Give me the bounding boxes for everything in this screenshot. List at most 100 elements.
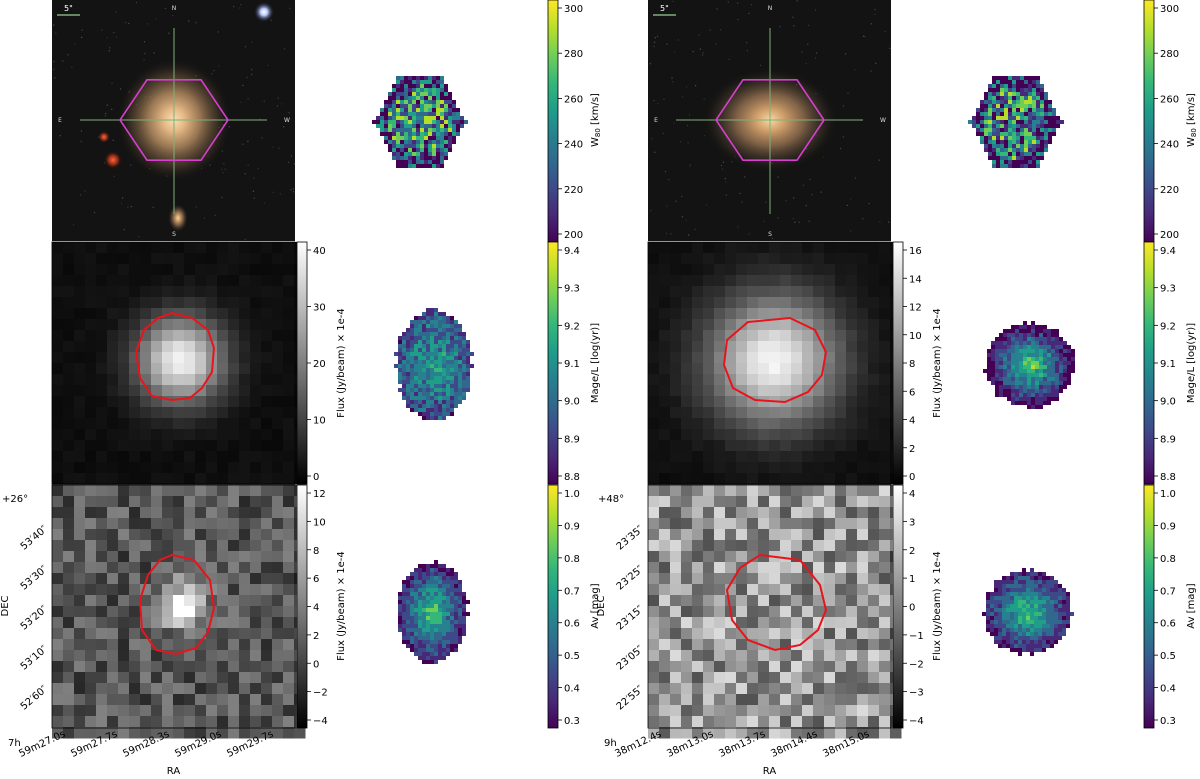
flux-contour-2 bbox=[725, 553, 828, 652]
age-colorbar-tick-label: 8.8 bbox=[564, 472, 580, 483]
av-colorbar-tick-label: 0.3 bbox=[564, 716, 580, 727]
age-colorbar-tick-label: 9.1 bbox=[1160, 359, 1176, 370]
w80-colorbar-tick-label: 280 bbox=[564, 49, 583, 60]
age-colorbar-tick-label: 8.8 bbox=[1160, 472, 1176, 483]
compass-east: E bbox=[654, 117, 658, 124]
av-colorbar-tick-label: 0.6 bbox=[564, 619, 580, 630]
age-colorbar-label: Mage/L [log(yr)] bbox=[590, 323, 601, 403]
av-colorbar-tick-label: 0.3 bbox=[1160, 716, 1176, 727]
flux2-colorbar-tick-label: 1 bbox=[909, 574, 915, 585]
dec-tick-label: 52′60″ bbox=[19, 684, 50, 713]
flux1-colorbar-tick-label: 2 bbox=[909, 444, 915, 455]
flux2-colorbar-tick-label: −2 bbox=[313, 688, 328, 699]
w80-colorbar-tick-label: 260 bbox=[564, 94, 583, 105]
av-colorbar-tick-label: 0.9 bbox=[564, 521, 580, 532]
flux1-colorbar-tick-label: 10 bbox=[313, 416, 326, 427]
radio-flux-map-1 bbox=[51, 241, 306, 485]
ra-axis-label: RA bbox=[167, 766, 181, 777]
w80-colorbar: 300 280 260 240 220 200 bbox=[547, 0, 583, 243]
flux2-colorbar-tick-label: −4 bbox=[909, 716, 924, 727]
av-colorbar-tick-label: 0.7 bbox=[1160, 586, 1176, 597]
av-colorbar-label: Av [mag] bbox=[590, 583, 601, 628]
av-colorbar-bar bbox=[1143, 484, 1155, 729]
av-colorbar-tick-label: 0.8 bbox=[564, 554, 580, 565]
flux2-colorbar-tick-label: −1 bbox=[909, 631, 924, 642]
flux2-colorbar-tick-label: 3 bbox=[909, 517, 915, 528]
age-colorbar-tick-label: 8.9 bbox=[564, 434, 580, 445]
flux-map-2-frame bbox=[647, 484, 892, 729]
flux1-colorbar-tick-label: 40 bbox=[313, 246, 326, 257]
flux-map-1-frame bbox=[647, 241, 892, 485]
radio-flux-map-2 bbox=[51, 484, 306, 739]
flux1-colorbar: 40 30 20 10 0 bbox=[296, 241, 326, 485]
w80-colorbar-bar bbox=[547, 0, 559, 243]
age-colorbar-tick-label: 9.0 bbox=[1160, 397, 1176, 408]
flux2-colorbar-tick-label: 2 bbox=[313, 631, 319, 642]
flux1-colorbar-tick-label: 4 bbox=[909, 416, 915, 427]
flux-contour-2 bbox=[138, 553, 216, 656]
w80-colorbar-bar bbox=[1143, 0, 1155, 243]
flux2-colorbar-tick-label: 8 bbox=[313, 546, 319, 557]
ifu-footprint-hexagon bbox=[119, 79, 229, 161]
flux-map-2-pixels bbox=[52, 485, 306, 739]
av-colorbar-tick-label: 0.4 bbox=[564, 684, 580, 695]
w80-colorbar: 300 280 260 240 220 200 bbox=[1143, 0, 1179, 243]
flux1-colorbar-tick-label: 20 bbox=[313, 359, 326, 370]
w80-colorbar-tick-label: 300 bbox=[564, 4, 583, 15]
flux2-colorbar-label: Flux (Jy/beam) × 1e-4 bbox=[336, 551, 347, 661]
compass-south: S bbox=[172, 231, 176, 238]
flux1-colorbar-bar bbox=[892, 241, 904, 485]
flux-contour-1 bbox=[722, 316, 828, 404]
flux2-colorbar-tick-label: 10 bbox=[313, 517, 326, 528]
flux2-colorbar-label: Flux (Jy/beam) × 1e-4 bbox=[932, 551, 943, 661]
optical-image: 5" N S E W bbox=[648, 0, 891, 241]
av-colorbar-bar bbox=[547, 484, 559, 729]
companion-galaxy bbox=[168, 204, 188, 232]
w80-colorbar-tick-label: 280 bbox=[1160, 49, 1179, 60]
flux2-colorbar-tick-label: 2 bbox=[909, 546, 915, 557]
av-colorbar-tick-label: 1.0 bbox=[564, 489, 580, 500]
age-colorbar-tick-label: 9.1 bbox=[564, 359, 580, 370]
av-colorbar-label: Av [mag] bbox=[1186, 583, 1197, 628]
w80-colorbar-tick-label: 220 bbox=[564, 185, 583, 196]
flux1-colorbar: 16 14 12 10 8 6 4 2 0 bbox=[892, 241, 922, 485]
ra-tick-label: 59m27.0s bbox=[17, 729, 67, 760]
flux2-colorbar: 12 10 8 6 4 2 0 −2 −4 bbox=[296, 484, 328, 729]
flux1-colorbar-tick-label: 0 bbox=[909, 472, 915, 483]
ra-offset-label: 9h bbox=[604, 738, 617, 749]
flux2-colorbar-tick-label: 4 bbox=[909, 489, 915, 500]
flux2-colorbar-tick-label: 4 bbox=[313, 603, 319, 614]
flux2-colorbar-bar bbox=[892, 484, 904, 729]
flux2-colorbar: 4 3 2 1 0 −1 −2 −3 −4 bbox=[892, 484, 924, 729]
av-colorbar-tick-label: 0.4 bbox=[1160, 684, 1176, 695]
av-colorbar-tick-label: 0.8 bbox=[1160, 554, 1176, 565]
flux2-colorbar-tick-label: 12 bbox=[313, 489, 326, 500]
age-colorbar-bar bbox=[1143, 241, 1155, 485]
flux2-colorbar-tick-label: 0 bbox=[313, 659, 319, 670]
av-colorbar-tick-label: 1.0 bbox=[1160, 489, 1176, 500]
av-colorbar-tick-label: 0.6 bbox=[1160, 619, 1176, 630]
av-map bbox=[982, 568, 1074, 656]
compass-west: W bbox=[880, 117, 886, 124]
flux1-colorbar-tick-label: 30 bbox=[313, 303, 326, 314]
compass-north: N bbox=[768, 5, 773, 12]
optical-image: 5" N S E W bbox=[52, 0, 296, 241]
flux-map-2-frame bbox=[51, 484, 296, 729]
compass-south: S bbox=[768, 231, 772, 238]
w80-colorbar-tick-label: 300 bbox=[1160, 4, 1179, 15]
dec-axis-label: DEC bbox=[596, 595, 607, 616]
dec-tick-label: 23′15″ bbox=[615, 604, 646, 633]
flux2-colorbar-tick-label: −3 bbox=[909, 688, 924, 699]
av-colorbar-tick-label: 0.9 bbox=[1160, 521, 1176, 532]
w80-map bbox=[968, 76, 1064, 168]
age-colorbar-label: Mage/L [log(yr)] bbox=[1186, 323, 1197, 403]
ifu-footprint-hexagon bbox=[715, 79, 825, 161]
av-colorbar: 1.0 0.9 0.8 0.7 0.6 0.5 0.4 0.3 bbox=[547, 484, 580, 729]
age-colorbar-tick-label: 9.4 bbox=[1160, 246, 1176, 257]
flux1-colorbar-tick-label: 14 bbox=[909, 274, 922, 285]
age-map bbox=[394, 308, 474, 420]
dec-offset-label: +48° bbox=[598, 494, 624, 505]
